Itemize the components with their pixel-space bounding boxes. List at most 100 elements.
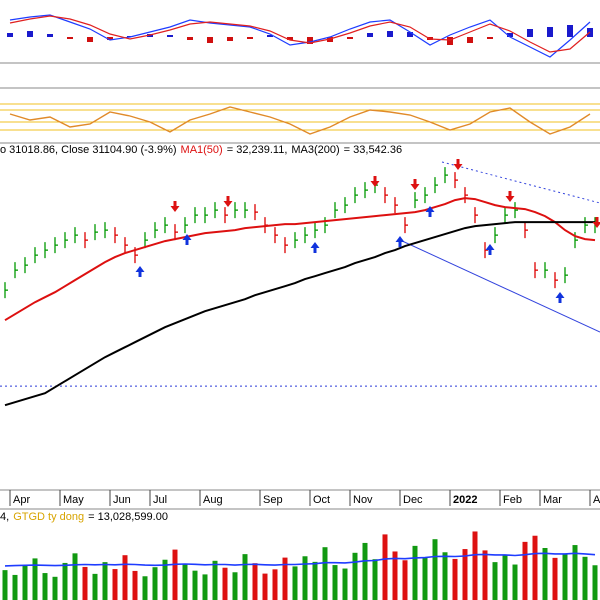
price-bar	[574, 232, 578, 249]
histogram-bar	[187, 37, 193, 40]
price-bar	[164, 217, 168, 234]
price-bar	[484, 242, 488, 259]
x-tick-label: Nov	[353, 494, 373, 506]
volume-bar	[72, 553, 78, 600]
volume-bar	[312, 561, 318, 600]
volume-bar	[122, 555, 128, 600]
volume-bar	[482, 550, 488, 600]
volume-bar	[462, 549, 468, 600]
volume-bar	[442, 552, 448, 600]
x-tick-label: Oct	[313, 494, 330, 506]
price-bar	[24, 257, 28, 274]
histogram-bar	[107, 37, 113, 40]
histogram-bar	[47, 34, 53, 37]
volume-bar	[452, 558, 458, 600]
volume-bar	[182, 564, 188, 600]
price-bar	[414, 192, 418, 209]
price-bar	[184, 217, 188, 234]
volume-bar	[22, 565, 28, 600]
volume-bar	[252, 563, 258, 600]
volume-bar	[282, 557, 288, 600]
volume-bar	[492, 562, 498, 600]
histogram-bar	[447, 37, 453, 45]
price-bar	[344, 197, 348, 214]
volume-bar	[242, 554, 248, 600]
histogram-bar	[347, 37, 353, 39]
histogram-bar	[407, 32, 413, 37]
volume-bar	[202, 574, 208, 600]
volume-bar	[2, 570, 8, 600]
legend-name: MA3(200)	[291, 144, 339, 156]
x-tick-label: A	[593, 494, 600, 506]
volume-bar	[212, 560, 218, 600]
signal-arrow	[395, 236, 405, 247]
volume-bar	[362, 542, 368, 600]
signal-arrow	[425, 206, 435, 217]
x-tick-label: Mar	[543, 494, 562, 506]
histogram-bar	[87, 37, 93, 42]
x-tick-label: Feb	[503, 494, 522, 506]
volume-bar	[102, 562, 108, 600]
volume-bar	[112, 569, 118, 600]
histogram-bar	[27, 31, 33, 37]
volume-bar	[292, 566, 298, 600]
volume-bar	[412, 545, 418, 600]
legend-value: = 13,028,599.00	[88, 511, 168, 523]
signal-arrow	[485, 244, 495, 255]
price-bar	[64, 232, 68, 249]
volume-bar	[472, 531, 478, 600]
header-text: o 31018.86, Close 31104.90 (-3.9%)	[0, 144, 177, 156]
price-bar	[564, 267, 568, 284]
price-bar	[514, 202, 518, 219]
price-bar	[34, 247, 38, 264]
x-tick-label: Sep	[263, 494, 283, 506]
histogram-bar	[267, 35, 273, 37]
volume-bar	[512, 564, 518, 600]
x-tick-label: Jun	[113, 494, 131, 506]
signal-arrow	[310, 242, 320, 253]
price-bar	[314, 222, 318, 239]
signal-arrow	[223, 196, 233, 207]
price-bar	[404, 217, 408, 234]
histogram-bar	[387, 31, 393, 37]
histogram-bar	[247, 37, 253, 39]
price-bar	[364, 182, 368, 199]
volume-bar	[62, 562, 68, 600]
series-line	[4, 552, 596, 567]
histogram-bar	[287, 37, 293, 40]
histogram-bar	[307, 37, 313, 44]
price-bar	[204, 207, 208, 224]
x-tick-label: Dec	[403, 494, 423, 506]
legend-name: GTGD ty dong	[13, 511, 84, 523]
signal-arrow	[505, 191, 515, 202]
price-bar	[224, 207, 228, 224]
histogram-bar	[7, 33, 13, 37]
price-bar	[584, 217, 588, 234]
histogram-bar	[567, 25, 573, 37]
price-bar	[144, 232, 148, 249]
price-bar	[244, 202, 248, 219]
price-bar	[14, 262, 18, 279]
signal-arrow	[182, 234, 192, 245]
price-bar	[534, 262, 538, 279]
price-bar	[154, 222, 158, 239]
signal-arrow	[453, 159, 463, 170]
price-bar	[304, 227, 308, 244]
price-bar	[174, 224, 178, 241]
price-bar	[74, 227, 78, 244]
volume-bar	[142, 576, 148, 600]
volume-bar	[522, 541, 528, 600]
histogram-bar	[67, 37, 73, 39]
histogram-bar	[507, 33, 513, 37]
volume-bar	[422, 557, 428, 600]
volume-bar	[12, 574, 18, 600]
legend: o 31018.86, Close 31104.90 (-3.9%) MA1(50…	[0, 144, 402, 156]
histogram-bar	[487, 37, 493, 39]
volume-bar	[222, 567, 228, 600]
signal-arrow	[592, 217, 600, 228]
volume-bar	[542, 548, 548, 600]
series-line	[4, 197, 596, 322]
histogram-bar	[227, 37, 233, 41]
volume-bar	[232, 572, 238, 600]
